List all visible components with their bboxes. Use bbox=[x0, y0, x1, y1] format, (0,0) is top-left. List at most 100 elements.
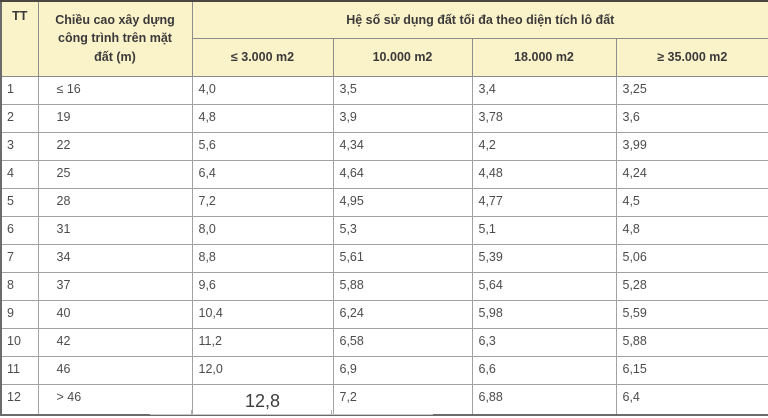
cell-coefficient-area-1: 12,0 bbox=[191, 355, 334, 385]
cell-coefficient-area-3: 6,3 bbox=[471, 327, 617, 357]
cell-coefficient-area-2: 4,64 bbox=[332, 159, 473, 189]
cell-coefficient-area-4: 4,24 bbox=[615, 159, 768, 189]
table-row: 8 37 9,6 5,88 5,64 5,28 bbox=[0, 271, 768, 301]
cell-coefficient-area-3: 5,64 bbox=[471, 271, 617, 301]
cell-index: 2 bbox=[0, 103, 39, 133]
cell-coefficient-area-2: 3,9 bbox=[332, 103, 473, 133]
cell-coefficient-area-3: 3,4 bbox=[471, 75, 617, 105]
cell-index: 9 bbox=[0, 299, 39, 329]
col-header-area-3: 18.000 m2 bbox=[471, 37, 617, 77]
cell-coefficient-area-4: 4,8 bbox=[615, 215, 768, 245]
cell-index: 12 bbox=[0, 383, 39, 416]
cell-coefficient-area-2: 5,88 bbox=[332, 271, 473, 301]
cell-index: 11 bbox=[0, 355, 39, 385]
table-row: 6 31 8,0 5,3 5,1 4,8 bbox=[0, 215, 768, 245]
cell-coefficient-area-2: 5,3 bbox=[332, 215, 473, 245]
table-row: 10 42 11,2 6,58 6,3 5,88 bbox=[0, 327, 768, 357]
cell-building-height: 37 bbox=[37, 271, 193, 301]
magnifier-overlay-edge-left bbox=[191, 410, 192, 415]
col-header-area-4: ≥ 35.000 m2 bbox=[615, 37, 768, 77]
table-row: 5 28 7,2 4,95 4,77 4,5 bbox=[0, 187, 768, 217]
cell-coefficient-area-4: 3,99 bbox=[615, 131, 768, 161]
cell-building-height: 28 bbox=[37, 187, 193, 217]
table-body: 1 ≤ 16 4,0 3,5 3,4 3,25 2 19 4,8 3,9 3,78 3,6 3 22 5,6… bbox=[0, 75, 768, 416]
cell-coefficient-area-1: 8,0 bbox=[191, 215, 334, 245]
cell-coefficient-area-2: 6,58 bbox=[332, 327, 473, 357]
magnifier-overlay-edge bbox=[150, 414, 433, 415]
cell-coefficient-area-4: 5,59 bbox=[615, 299, 768, 329]
cell-coefficient-area-1: 12,8 bbox=[191, 383, 334, 416]
cell-index: 4 bbox=[0, 159, 39, 189]
cell-coefficient-area-2: 4,34 bbox=[332, 131, 473, 161]
cell-building-height: 46 bbox=[37, 355, 193, 385]
cell-building-height: 31 bbox=[37, 215, 193, 245]
table-row: 4 25 6,4 4,64 4,48 4,24 bbox=[0, 159, 768, 189]
table-header: TT Chiều cao xây dựng công trình trên mặ… bbox=[0, 0, 768, 77]
col-header-area-1: ≤ 3.000 m2 bbox=[191, 37, 334, 77]
table-row: 7 34 8,8 5,61 5,39 5,06 bbox=[0, 243, 768, 273]
cell-building-height: ≤ 16 bbox=[37, 75, 193, 105]
magnifier-overlay-edge-right bbox=[331, 410, 332, 415]
cell-index: 3 bbox=[0, 131, 39, 161]
header-row-areas: ≤ 3.000 m2 10.000 m2 18.000 m2 ≥ 35.000 m2 bbox=[1, 37, 768, 77]
cell-coefficient-area-2: 6,24 bbox=[332, 299, 473, 329]
cell-coefficient-area-3: 5,1 bbox=[471, 215, 617, 245]
col-header-tt: TT bbox=[0, 0, 39, 77]
table-row: 1 ≤ 16 4,0 3,5 3,4 3,25 bbox=[0, 75, 768, 105]
cell-coefficient-area-4: 5,06 bbox=[615, 243, 768, 273]
cell-coefficient-area-4: 3,6 bbox=[615, 103, 768, 133]
cell-coefficient-area-4: 4,5 bbox=[615, 187, 768, 217]
cell-building-height: 22 bbox=[37, 131, 193, 161]
cell-coefficient-area-1: 10,4 bbox=[191, 299, 334, 329]
cell-coefficient-area-1: 4,0 bbox=[191, 75, 334, 105]
cell-coefficient-area-3: 6,6 bbox=[471, 355, 617, 385]
table-row: 3 22 5,6 4,34 4,2 3,99 bbox=[0, 131, 768, 161]
cell-coefficient-area-4: 6,4 bbox=[615, 383, 768, 416]
cell-coefficient-area-1: 9,6 bbox=[191, 271, 334, 301]
cell-coefficient-area-4: 5,28 bbox=[615, 271, 768, 301]
cell-coefficient-area-2: 7,2 bbox=[332, 383, 473, 416]
col-header-area-2: 10.000 m2 bbox=[332, 37, 473, 77]
cell-building-height: 42 bbox=[37, 327, 193, 357]
cell-coefficient-area-1: 4,8 bbox=[191, 103, 334, 133]
cell-coefficient-area-3: 6,88 bbox=[471, 383, 617, 416]
cell-coefficient-area-1: 8,8 bbox=[191, 243, 334, 273]
cell-coefficient-area-1: 6,4 bbox=[191, 159, 334, 189]
cell-building-height: 19 bbox=[37, 103, 193, 133]
cell-building-height: 34 bbox=[37, 243, 193, 273]
cell-coefficient-area-3: 3,78 bbox=[471, 103, 617, 133]
header-row-group: TT Chiều cao xây dựng công trình trên mặ… bbox=[0, 0, 768, 77]
cell-coefficient-area-2: 3,5 bbox=[332, 75, 473, 105]
cell-index: 7 bbox=[0, 243, 39, 273]
cell-coefficient-area-3: 5,98 bbox=[471, 299, 617, 329]
table-row: 9 40 10,4 6,24 5,98 5,59 bbox=[0, 299, 768, 329]
cell-building-height: > 46 bbox=[37, 383, 193, 416]
cell-building-height: 25 bbox=[37, 159, 193, 189]
cell-coefficient-area-3: 4,2 bbox=[471, 131, 617, 161]
cell-index: 8 bbox=[0, 271, 39, 301]
cell-coefficient-area-2: 6,9 bbox=[332, 355, 473, 385]
table-row: 2 19 4,8 3,9 3,78 3,6 bbox=[0, 103, 768, 133]
cell-coefficient-area-4: 5,88 bbox=[615, 327, 768, 357]
cell-coefficient-area-2: 4,95 bbox=[332, 187, 473, 217]
table-row: 12 > 46 12,8 7,2 6,88 6,4 bbox=[0, 383, 768, 416]
cell-coefficient-area-1: 5,6 bbox=[191, 131, 334, 161]
cell-index: 1 bbox=[0, 75, 39, 105]
col-header-building-height: Chiều cao xây dựng công trình trên mặt đ… bbox=[37, 0, 193, 77]
cell-index: 6 bbox=[0, 215, 39, 245]
cell-coefficient-area-1: 7,2 bbox=[191, 187, 334, 217]
cell-coefficient-area-4: 6,15 bbox=[615, 355, 768, 385]
cell-coefficient-area-3: 4,48 bbox=[471, 159, 617, 189]
col-header-coefficient-group: Hệ số sử dụng đất tối đa theo diện tích … bbox=[191, 0, 768, 39]
cell-index: 10 bbox=[0, 327, 39, 357]
cell-coefficient-area-2: 5,61 bbox=[332, 243, 473, 273]
cell-coefficient-area-1: 11,2 bbox=[191, 327, 334, 357]
cell-building-height: 40 bbox=[37, 299, 193, 329]
cell-coefficient-area-4: 3,25 bbox=[615, 75, 768, 105]
table-row: 11 46 12,0 6,9 6,6 6,15 bbox=[0, 355, 768, 385]
cell-coefficient-area-3: 5,39 bbox=[471, 243, 617, 273]
cell-index: 5 bbox=[0, 187, 39, 217]
cell-coefficient-area-3: 4,77 bbox=[471, 187, 617, 217]
